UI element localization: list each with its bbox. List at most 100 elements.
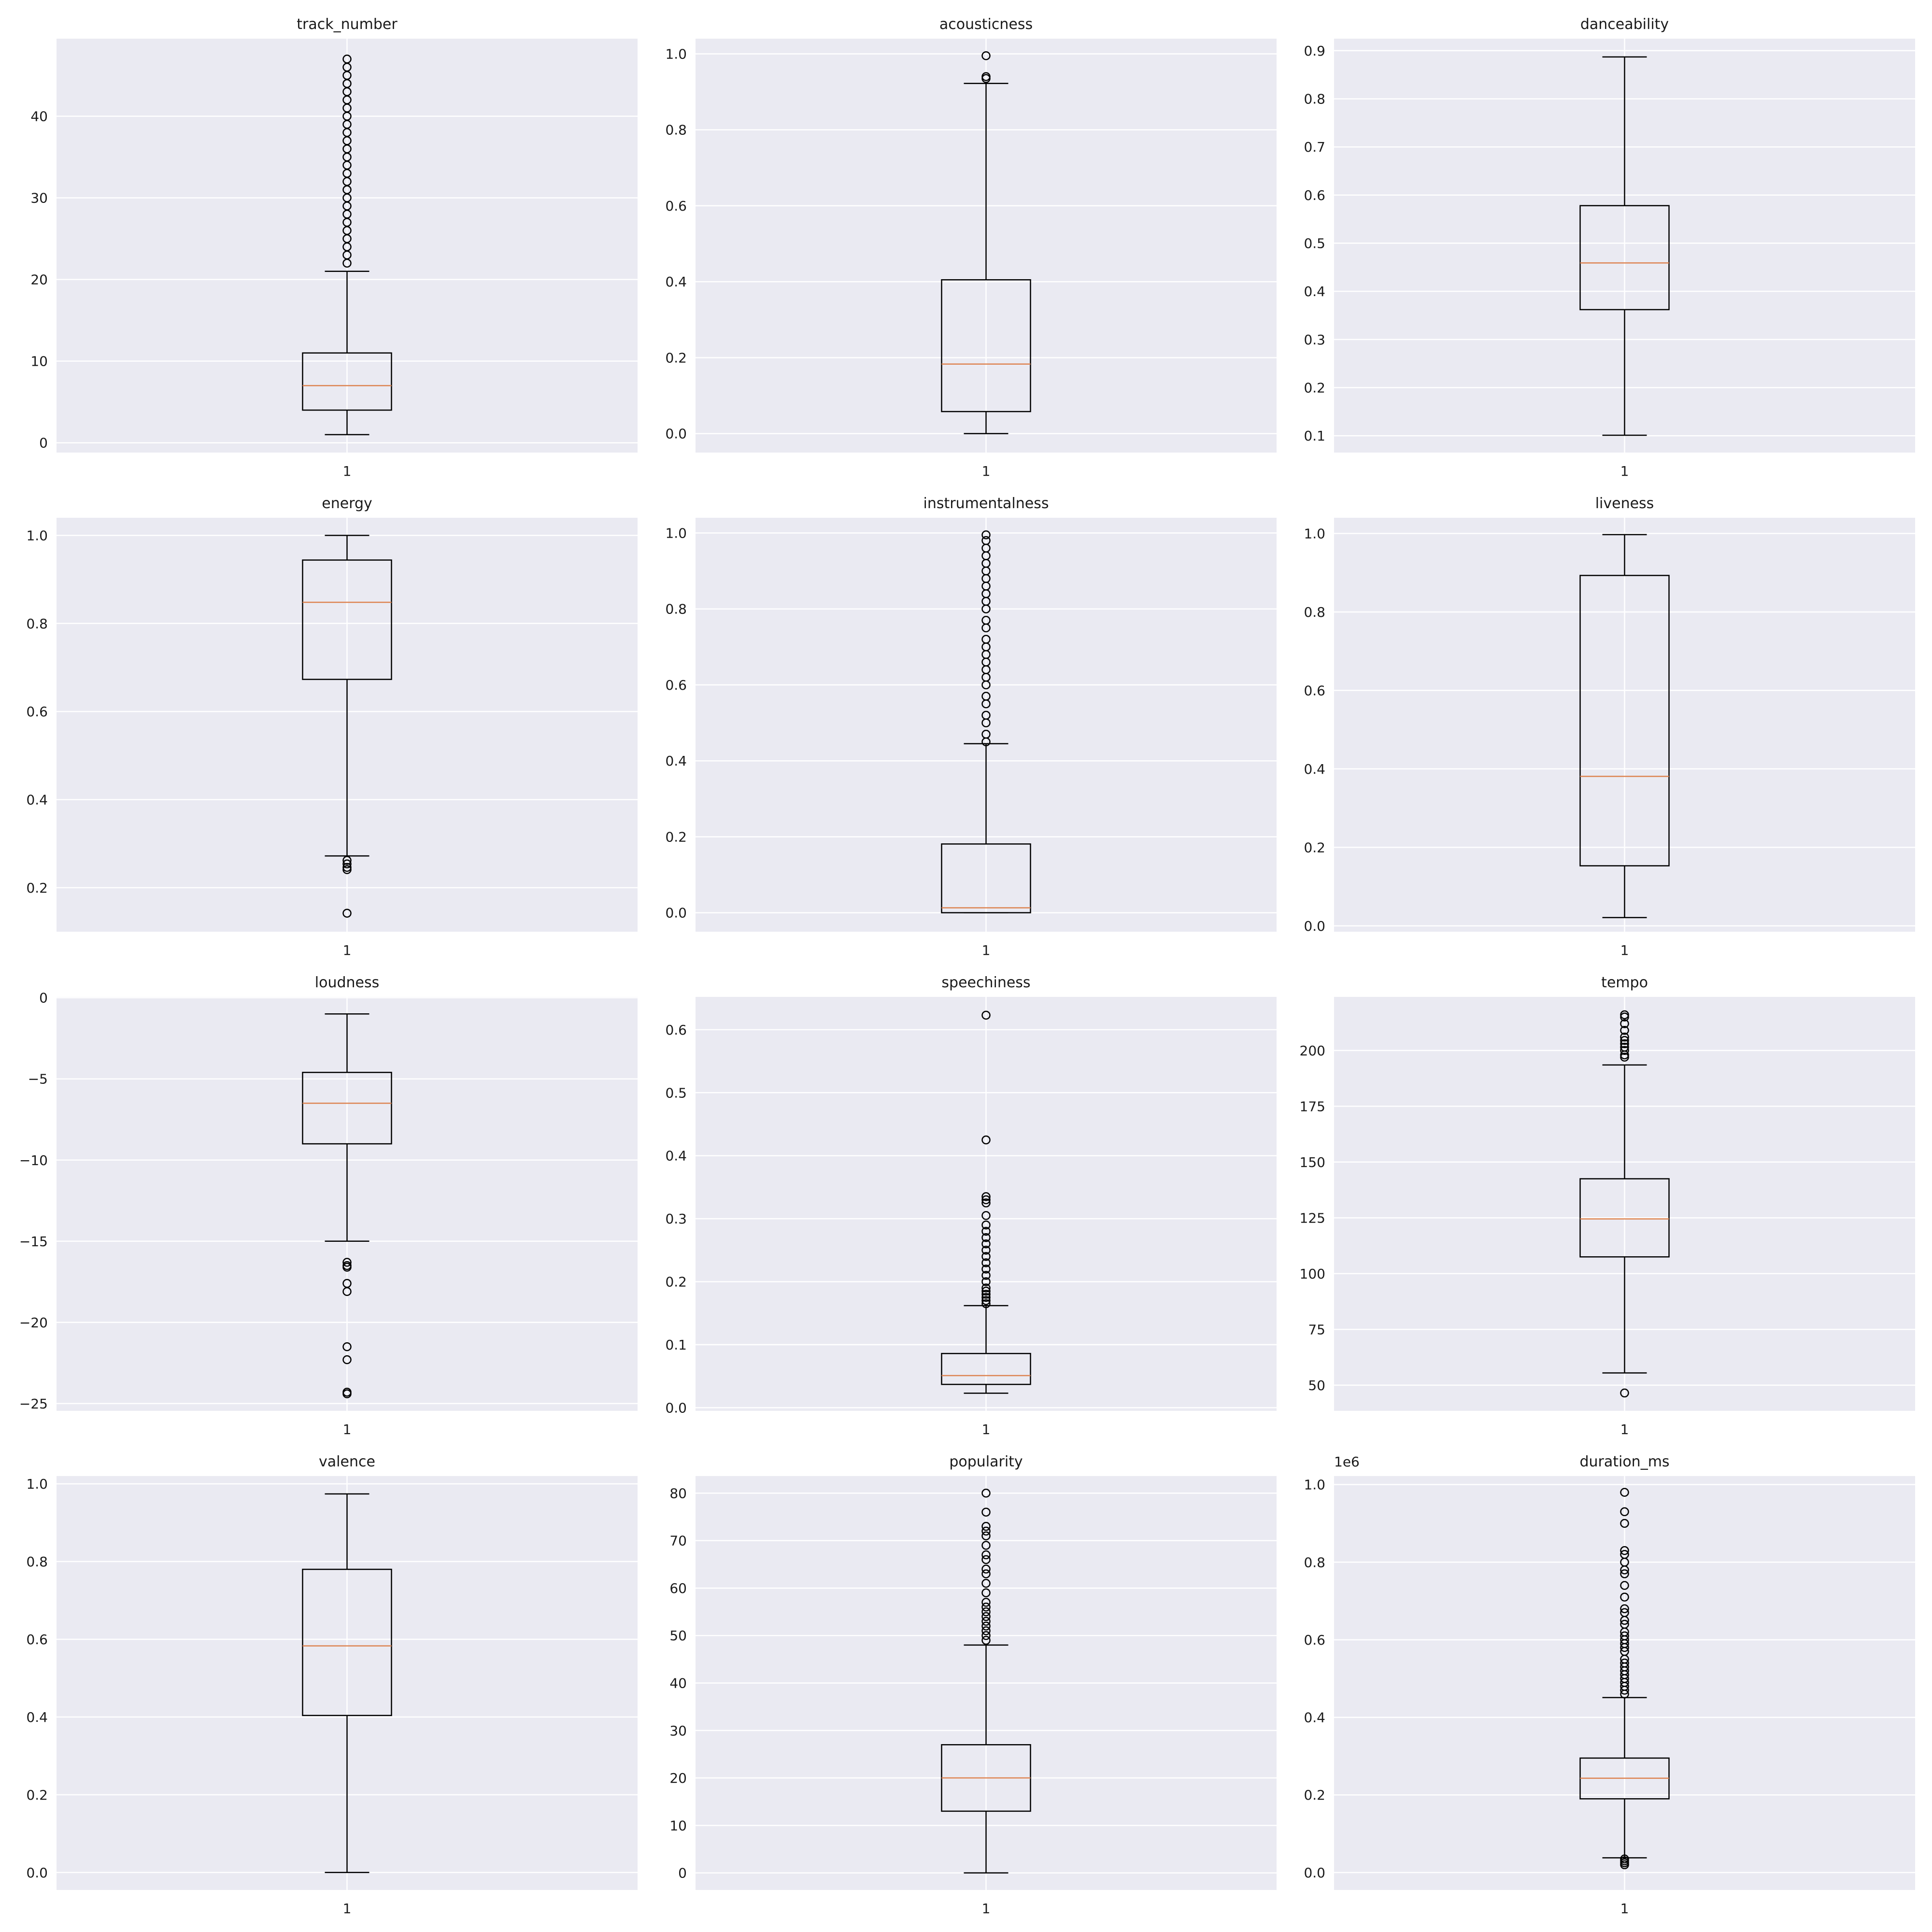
outlier-point	[981, 1607, 991, 1617]
outlier-point	[981, 635, 991, 644]
panel-title: tempo	[1601, 974, 1648, 991]
y-tick-label: 75	[1308, 1321, 1325, 1337]
y-tick-label: 0.4	[1304, 284, 1325, 299]
y-tick-label: 20	[30, 272, 48, 288]
outlier-point	[981, 1531, 991, 1541]
outlier-point	[981, 1603, 991, 1612]
outlier-point	[1620, 1019, 1629, 1028]
outlier-point	[981, 1010, 991, 1020]
y-tick-label: 100	[1300, 1266, 1325, 1282]
outlier-point	[981, 536, 991, 545]
panel-instrumentalness: 0.0 0.2 0.4 0.6 0.8 1.0 1 instrumentalness	[665, 495, 1277, 958]
outlier-point	[981, 1521, 991, 1531]
x-tick-label: 1	[1620, 463, 1629, 479]
y-tick-label: 20	[669, 1770, 687, 1786]
y-tick-label: 1.0	[1304, 526, 1325, 541]
iqr-box	[302, 352, 392, 411]
x-tick-label: 1	[1620, 1421, 1629, 1437]
y-tick-label: 0.6	[26, 704, 48, 720]
y-tick-label: 0.6	[665, 677, 687, 693]
y-tick-label: 0.0	[665, 426, 687, 442]
outlier-point	[342, 1355, 352, 1364]
panel-title: energy	[322, 495, 372, 512]
outlier-point	[1620, 1854, 1629, 1863]
outlier-point	[981, 1264, 991, 1274]
panel-title: danceability	[1580, 16, 1669, 33]
y-tick-label: 80	[669, 1485, 687, 1501]
y-tick-label: 0.8	[26, 616, 48, 632]
x-tick-label: 1	[982, 1421, 991, 1437]
y-tick-label: 1.0	[1304, 1477, 1325, 1493]
y-tick-label: 0.4	[665, 1148, 687, 1164]
outlier-point	[981, 1578, 991, 1588]
outlier-point	[1620, 1619, 1629, 1629]
outlier-point	[1620, 1036, 1629, 1045]
panel-tempo: 50 75 100 125 150 175 200 1 tempo	[1300, 974, 1915, 1437]
y-tick-label: 40	[30, 109, 48, 125]
x-tick-label: 1	[1620, 1901, 1629, 1917]
y-tick-label: 0.4	[26, 1709, 48, 1725]
outlier-point	[981, 1588, 991, 1598]
y-tick-label: 0.4	[1304, 761, 1325, 777]
y-tick-label: 0	[39, 435, 48, 451]
y-tick-label: −15	[19, 1234, 48, 1250]
iqr-box	[1579, 1178, 1670, 1258]
panel-acousticness: 0.0 0.2 0.4 0.6 0.8 1.0 1 acousticness	[665, 16, 1277, 479]
outlier-point	[981, 1296, 991, 1305]
y-tick-label: 0.2	[1304, 380, 1325, 396]
panel-title: popularity	[949, 1453, 1023, 1470]
outlier-point	[1620, 1388, 1629, 1398]
outlier-point	[981, 1293, 991, 1302]
outlier-point	[981, 72, 991, 81]
outlier-point	[981, 692, 991, 701]
y-tick-label: 150	[1300, 1154, 1325, 1170]
y-tick-label: −10	[19, 1152, 48, 1168]
y-tick-label: 0.4	[665, 753, 687, 769]
outlier-point	[1620, 1604, 1629, 1613]
panel-danceability: 0.1 0.2 0.3 0.4 0.5 0.6 0.7 0.8 0.9 1 danceability	[1304, 16, 1915, 479]
outlier-point	[981, 1507, 991, 1517]
outlier-point	[981, 1569, 991, 1578]
y-tick-label: 0.5	[1304, 236, 1325, 252]
x-tick-label: 1	[343, 1421, 352, 1437]
outlier-point	[981, 1226, 991, 1236]
y-tick-label: 0.8	[665, 601, 687, 617]
outlier-point	[981, 616, 991, 625]
y-tick-label: 125	[1300, 1210, 1325, 1226]
x-tick-label: 1	[982, 942, 991, 958]
outlier-point	[981, 51, 991, 60]
y-tick-label: 0.6	[1304, 187, 1325, 203]
y-tick-label: 1.0	[665, 525, 687, 541]
y-tick-label: 0.7	[1304, 139, 1325, 155]
outlier-point	[342, 1389, 352, 1398]
panel-title: speechiness	[941, 974, 1030, 991]
outlier-point	[981, 530, 991, 540]
y-tick-label: 40	[669, 1676, 687, 1691]
iqr-box	[941, 843, 1031, 913]
panel-speechiness: 0.0 0.1 0.2 0.3 0.4 0.5 0.6 1 speechiness	[665, 974, 1277, 1437]
iqr-box	[302, 1072, 392, 1145]
y-tick-label: 0.2	[26, 1787, 48, 1803]
panel-popularity: 0 10 20 30 40 50 60 70 80 1 popularity	[669, 1453, 1277, 1917]
outlier-point	[1620, 1042, 1629, 1052]
outlier-point	[1620, 1519, 1629, 1528]
y-tick-label: 0.4	[26, 792, 48, 808]
y-tick-label: 50	[1308, 1378, 1325, 1393]
outlier-point	[1620, 1010, 1629, 1020]
outlier-point	[981, 1211, 991, 1220]
iqr-box	[1579, 575, 1670, 867]
y-tick-label: 0.2	[1304, 839, 1325, 855]
outlier-point	[1620, 1569, 1629, 1578]
y-tick-label: 0.0	[26, 1865, 48, 1881]
y-tick-label: −20	[19, 1315, 48, 1331]
x-tick-label: 1	[343, 1901, 352, 1917]
panel-track-number: 0 10 20 30 40 1 track_number	[30, 16, 638, 479]
y-tick-label: 10	[669, 1818, 687, 1833]
outlier-point	[981, 1195, 991, 1205]
x-tick-label: 1	[982, 463, 991, 479]
outlier-point	[981, 1626, 991, 1635]
y-tick-label: 30	[669, 1723, 687, 1739]
iqr-box	[1579, 205, 1670, 311]
outlier-point	[981, 1283, 991, 1293]
